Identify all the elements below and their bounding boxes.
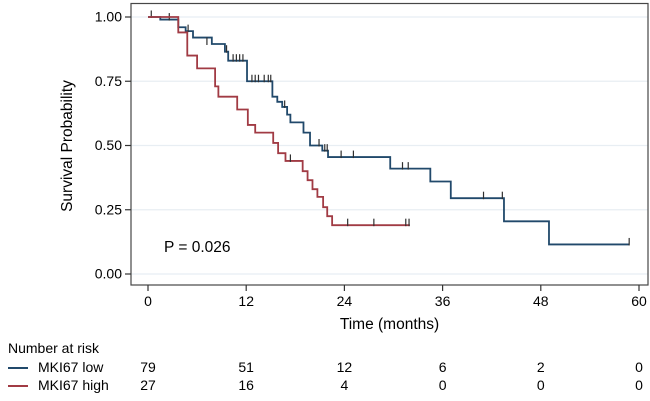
risk-count: 6 [438,359,447,375]
censor-ticks-high [289,154,410,227]
svg-text:12: 12 [238,293,254,309]
risk-row-mki67-high: MKI67 high 27 16 4 0 0 0 [0,377,650,394]
x-axis: 0 12 24 36 48 60 [144,285,647,309]
risk-count: 4 [340,377,349,393]
svg-text:0.75: 0.75 [95,73,122,89]
risk-count: 51 [238,359,254,375]
svg-text:1.00: 1.00 [95,9,122,25]
p-value-annotation: P = 0.026 [164,239,231,256]
risk-count: 16 [238,377,254,393]
svg-text:0.50: 0.50 [95,137,122,153]
risk-table-title: Number at risk [8,340,100,356]
svg-text:0.00: 0.00 [95,266,122,282]
survival-curve-mki67-low [148,10,630,246]
svg-text:48: 48 [533,293,549,309]
risk-count: 0 [635,359,643,375]
risk-count: 12 [336,359,353,375]
svg-text:0.25: 0.25 [95,201,122,217]
risk-row-mki67-low: MKI67 low 79 51 12 6 2 0 [0,359,650,376]
svg-text:24: 24 [337,293,353,309]
risk-count: 0 [438,377,447,393]
x-axis-title: Time (months) [339,316,440,333]
y-axis: 0.00 0.25 0.50 0.75 1.00 [95,9,131,282]
risk-count: 2 [536,359,545,375]
svg-text:60: 60 [631,293,647,309]
gridlines [131,16,648,275]
risk-row-label: MKI67 high [38,377,109,393]
risk-count: 0 [536,377,545,393]
legend-line-mki67-low [8,367,28,369]
legend-line-mki67-high [8,385,28,387]
plot-panel-border [130,2,649,286]
risk-count: 0 [635,377,643,393]
risk-count: 27 [140,377,156,393]
survival-curve-mki67-high [148,16,410,227]
risk-count: 79 [140,359,156,375]
censor-ticks-low [150,10,630,246]
risk-row-label: MKI67 low [38,359,104,375]
svg-text:36: 36 [435,293,451,309]
svg-text:0: 0 [144,293,152,309]
